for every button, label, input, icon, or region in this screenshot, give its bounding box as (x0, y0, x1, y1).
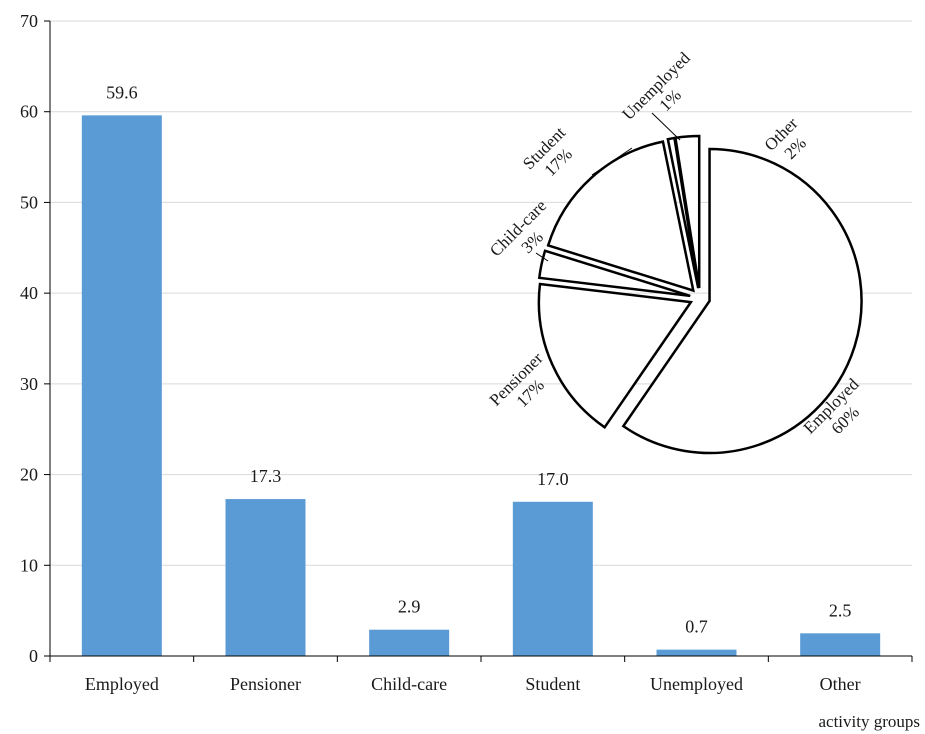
y-tick-label: 20 (20, 465, 38, 485)
bar-child-care (369, 629, 450, 656)
x-axis-title: activity groups (818, 712, 920, 731)
bar-other (800, 633, 881, 656)
bar-value-label: 59.6 (106, 82, 138, 102)
gridlines (50, 20, 912, 566)
x-category-label: Student (525, 674, 580, 694)
y-tick-label: 60 (20, 102, 38, 122)
x-category-label: Employed (85, 674, 159, 694)
bar-pensioner (225, 499, 306, 656)
pie-slice-child-care (537, 249, 691, 298)
pie-label-name: Child-care (486, 196, 550, 260)
pie-label-name: Unemployed (618, 48, 694, 124)
x-category-label: Unemployed (650, 674, 743, 694)
y-tick-label: 70 (20, 11, 38, 31)
pie-slice-other (674, 134, 701, 289)
bar-value-label: 2.9 (398, 597, 421, 617)
y-tick-label: 40 (20, 283, 38, 303)
y-tick-label: 0 (29, 646, 38, 666)
pie-label-student: Student17% (519, 123, 584, 188)
x-category-label: Pensioner (230, 674, 301, 694)
leader-line-student (591, 147, 633, 176)
bar-unemployed (656, 649, 737, 656)
y-tick-label: 50 (20, 192, 38, 212)
y-tick-label: 10 (20, 555, 38, 575)
bar-value-label: 2.5 (829, 600, 852, 620)
pie-chart: Employed60%Pensioner17%Child-care3%Stude… (486, 48, 863, 455)
bar-student (512, 501, 593, 656)
axes: 0 10 20 30 40 50 60 70 Employed Pensioner Child-ca… (20, 11, 913, 694)
bar-value-label: 17.3 (250, 466, 282, 486)
pie-slice-employed (621, 147, 863, 455)
pie-slice-pensioner (537, 282, 694, 430)
leader-line-unemployed (651, 112, 681, 141)
bars: 59.6 17.3 2.9 17.0 0.7 2.5 (81, 82, 881, 657)
x-category-label: Child-care (371, 674, 447, 694)
bar-employed (81, 115, 162, 657)
bar-value-label: 17.0 (537, 469, 569, 489)
bar-value-label: 0.7 (685, 617, 708, 637)
y-tick-label: 30 (20, 374, 38, 394)
x-category-label: Other (820, 674, 861, 694)
leader-line-child-care (535, 252, 549, 262)
pie-slice-student (546, 140, 695, 293)
